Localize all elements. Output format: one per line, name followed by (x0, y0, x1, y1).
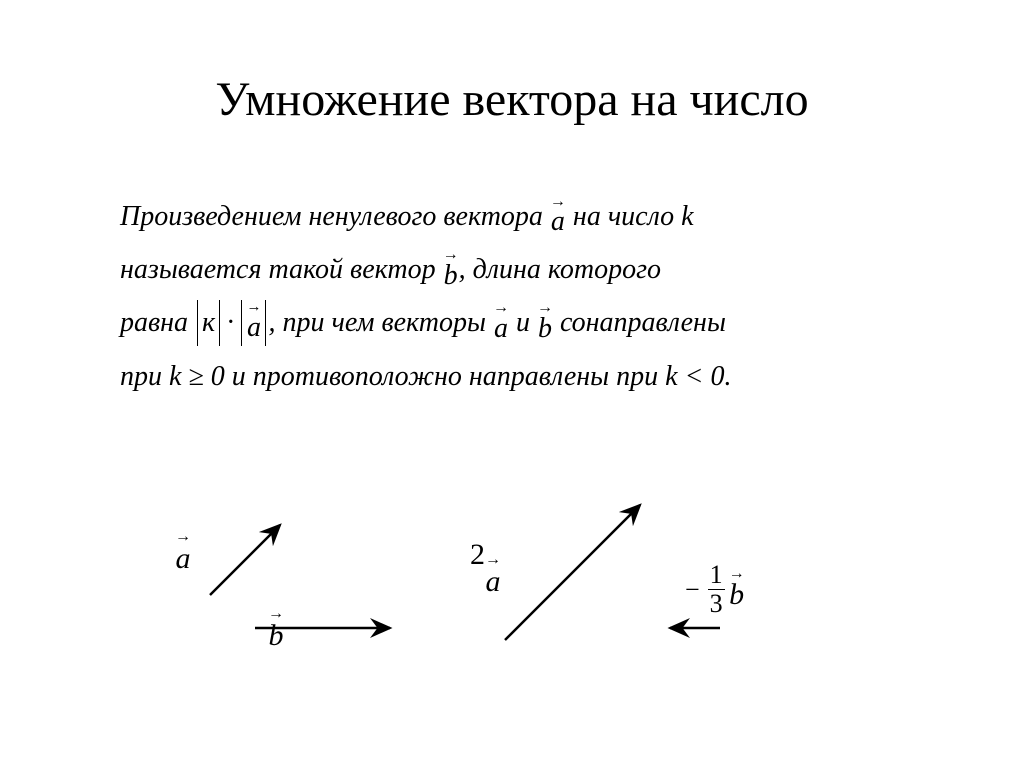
vector-b-icon: → b (537, 303, 553, 343)
label-vector-minus-third-b: − 1 3 → b (685, 562, 745, 617)
text: , длина которого (459, 243, 661, 296)
label-vector-b: → b (268, 592, 284, 651)
text: , при чем векторы (268, 296, 492, 349)
diagram-area: → a → b 2 → a − 1 3 → (0, 500, 1024, 720)
vector-b-icon: → b (443, 250, 459, 290)
text: равна (120, 296, 195, 349)
vector-a-icon: → a (550, 197, 566, 237)
label-vector-a: → a (175, 515, 191, 574)
body-line-4: при k ≥ 0 и противоположно направлены пр… (120, 350, 910, 403)
body-line-3: равна к · → a , при чем векторы → a и → … (120, 296, 910, 349)
vector-b-icon: → b (268, 609, 284, 651)
text: на число k (566, 190, 694, 243)
arrow-2a (505, 505, 640, 640)
slide-title: Умножение вектора на число (0, 72, 1024, 127)
diagram-svg (0, 500, 1024, 720)
body-line-2: называется такой вектор → b , длина кото… (120, 243, 910, 296)
label-vector-2a: 2 → a (470, 538, 501, 597)
text: сонаправлены (553, 296, 726, 349)
vector-b-icon: → b (729, 569, 745, 611)
body-line-1: Произведением ненулевого вектора → a на … (120, 190, 910, 243)
vector-a-icon: → a (485, 555, 501, 597)
vector-a-icon: → a (246, 303, 261, 342)
fraction-icon: 1 3 (708, 562, 725, 617)
text: при k ≥ 0 и противоположно направлены пр… (120, 350, 731, 403)
vector-a-icon: → a (493, 303, 509, 343)
vector-a-icon: → a (175, 532, 191, 574)
arrow-a (210, 525, 280, 595)
abs-k: к (197, 300, 220, 346)
slide-body: Произведением ненулевого вектора → a на … (120, 190, 910, 403)
dot-icon: · (222, 296, 239, 349)
text: называется такой вектор (120, 243, 443, 296)
text: Произведением ненулевого вектора (120, 190, 550, 243)
abs-a: → a (241, 300, 266, 346)
slide: Умножение вектора на число Произведением… (0, 0, 1024, 767)
text: и (509, 296, 537, 349)
